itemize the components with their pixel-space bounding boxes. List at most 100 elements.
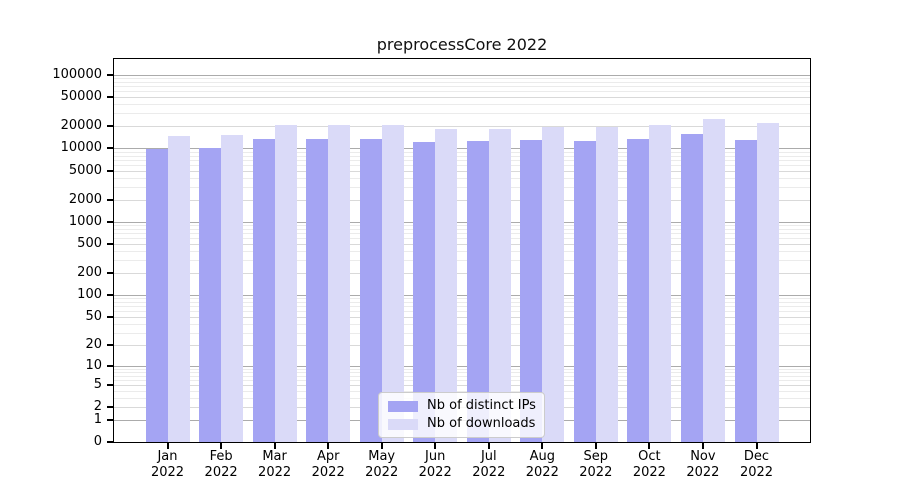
gridline-minor	[114, 170, 810, 172]
y-tick	[107, 242, 114, 245]
x-tick-year: 2022	[311, 465, 345, 480]
bar-downloads-jul	[488, 129, 511, 442]
gridline-minor	[114, 104, 810, 106]
gridline-minor	[114, 372, 810, 373]
y-tick	[107, 293, 114, 296]
bar-downloads-oct	[649, 124, 672, 442]
y-tick	[107, 271, 114, 274]
bar-downloads-apr	[328, 125, 351, 442]
legend-swatch-downloads	[388, 418, 418, 430]
x-tick-month: Mar	[262, 449, 287, 464]
bar-downloads-mar	[274, 125, 297, 442]
gridline-minor	[114, 306, 810, 308]
x-tick-month: Apr	[316, 449, 340, 464]
y-tick	[107, 418, 114, 421]
gridline-minor	[114, 233, 810, 235]
bar-distinct-ips-oct	[627, 138, 650, 442]
x-tick-label-jan: Jan 2022	[136, 449, 200, 481]
y-tick	[107, 406, 114, 408]
gridline-minor	[114, 298, 810, 300]
x-tick	[594, 443, 597, 449]
gridline-minor	[114, 375, 810, 377]
bar-distinct-ips-mar	[252, 139, 275, 442]
bar-downloads-nov	[702, 118, 725, 442]
bar-distinct-ips-dec	[734, 140, 757, 442]
x-tick-month: Jan	[157, 449, 178, 464]
x-tick	[434, 443, 437, 449]
x-tick-year: 2022	[258, 465, 292, 480]
y-tick-label: 200	[77, 264, 102, 280]
y-tick	[107, 96, 114, 99]
y-tick-label: 2000	[68, 191, 102, 207]
x-tick	[327, 443, 330, 449]
gridline-minor	[114, 177, 810, 179]
y-tick	[107, 364, 114, 367]
gridline-minor	[114, 155, 810, 157]
gridline-minor	[114, 225, 810, 227]
legend-item-distinct-ips: Nb of distinct IPs	[388, 399, 544, 413]
bar-distinct-ips-feb	[199, 148, 222, 442]
x-tick	[541, 443, 544, 449]
y-tick	[107, 315, 114, 318]
x-tick-label-jun: Jun 2022	[403, 449, 467, 481]
bar-distinct-ips-aug	[520, 139, 543, 442]
gridline-minor	[114, 384, 810, 386]
bar-downloads-dec	[756, 123, 779, 442]
gridline-minor	[114, 86, 810, 88]
x-tick-label-feb: Feb 2022	[189, 449, 253, 481]
bar-layer	[114, 59, 810, 442]
gridline-minor	[114, 126, 810, 128]
y-tick-label: 100000	[52, 67, 102, 82]
legend-item-downloads: Nb of downloads	[388, 417, 544, 431]
bar-distinct-ips-sep	[573, 141, 596, 442]
y-tick-label: 20	[85, 336, 102, 352]
y-tick-label: 1	[93, 411, 102, 427]
bar-distinct-ips-jun	[413, 141, 436, 442]
gridline-major	[114, 365, 810, 367]
x-tick-label-may: May 2022	[350, 449, 414, 481]
x-tick-year: 2022	[472, 465, 506, 480]
gridline-major	[114, 294, 810, 296]
x-tick-month: Jun	[425, 449, 446, 464]
chart-title: preprocessCore 2022	[376, 35, 548, 54]
gridline-major	[114, 148, 810, 150]
x-tick	[380, 443, 383, 449]
x-tick-month: Sep	[583, 449, 609, 464]
gridline-minor	[114, 82, 810, 84]
x-tick	[701, 443, 704, 449]
bar-distinct-ips-nov	[680, 134, 703, 442]
gridline-minor	[114, 164, 810, 166]
x-tick-year: 2022	[579, 465, 613, 480]
gridline-minor	[114, 260, 810, 262]
bar-downloads-sep	[595, 127, 618, 442]
x-tick-label-nov: Nov 2022	[671, 449, 735, 481]
gridline-minor	[114, 368, 810, 370]
gridline-minor	[114, 78, 810, 80]
x-tick-year: 2022	[150, 465, 185, 480]
x-tick-label-apr: Apr 2022	[296, 449, 360, 481]
x-tick-label-sep: Sep 2022	[564, 449, 628, 481]
x-tick	[273, 443, 276, 449]
x-tick-month: Oct	[638, 449, 661, 464]
x-tick-month: Feb	[209, 449, 233, 464]
x-tick-label-aug: Aug 2022	[510, 449, 574, 481]
y-tick-label: 100	[77, 286, 102, 302]
legend-label-downloads: Nb of downloads	[427, 416, 536, 431]
gridline-minor	[114, 272, 810, 274]
gridline-minor	[114, 159, 810, 161]
y-tick	[107, 74, 114, 76]
gridline-minor	[114, 332, 810, 334]
gridline-minor	[114, 301, 810, 303]
bar-downloads-may	[381, 125, 404, 442]
y-tick	[107, 220, 114, 223]
y-tick	[107, 125, 114, 128]
y-tick-label: 10000	[60, 140, 102, 156]
bar-distinct-ips-may	[359, 139, 382, 442]
gridline-minor	[114, 199, 810, 201]
x-tick	[220, 443, 223, 449]
y-tick	[107, 198, 114, 201]
bar-downloads-jun	[435, 129, 458, 442]
gridline-minor	[114, 228, 810, 230]
x-tick-month: Dec	[743, 449, 770, 464]
